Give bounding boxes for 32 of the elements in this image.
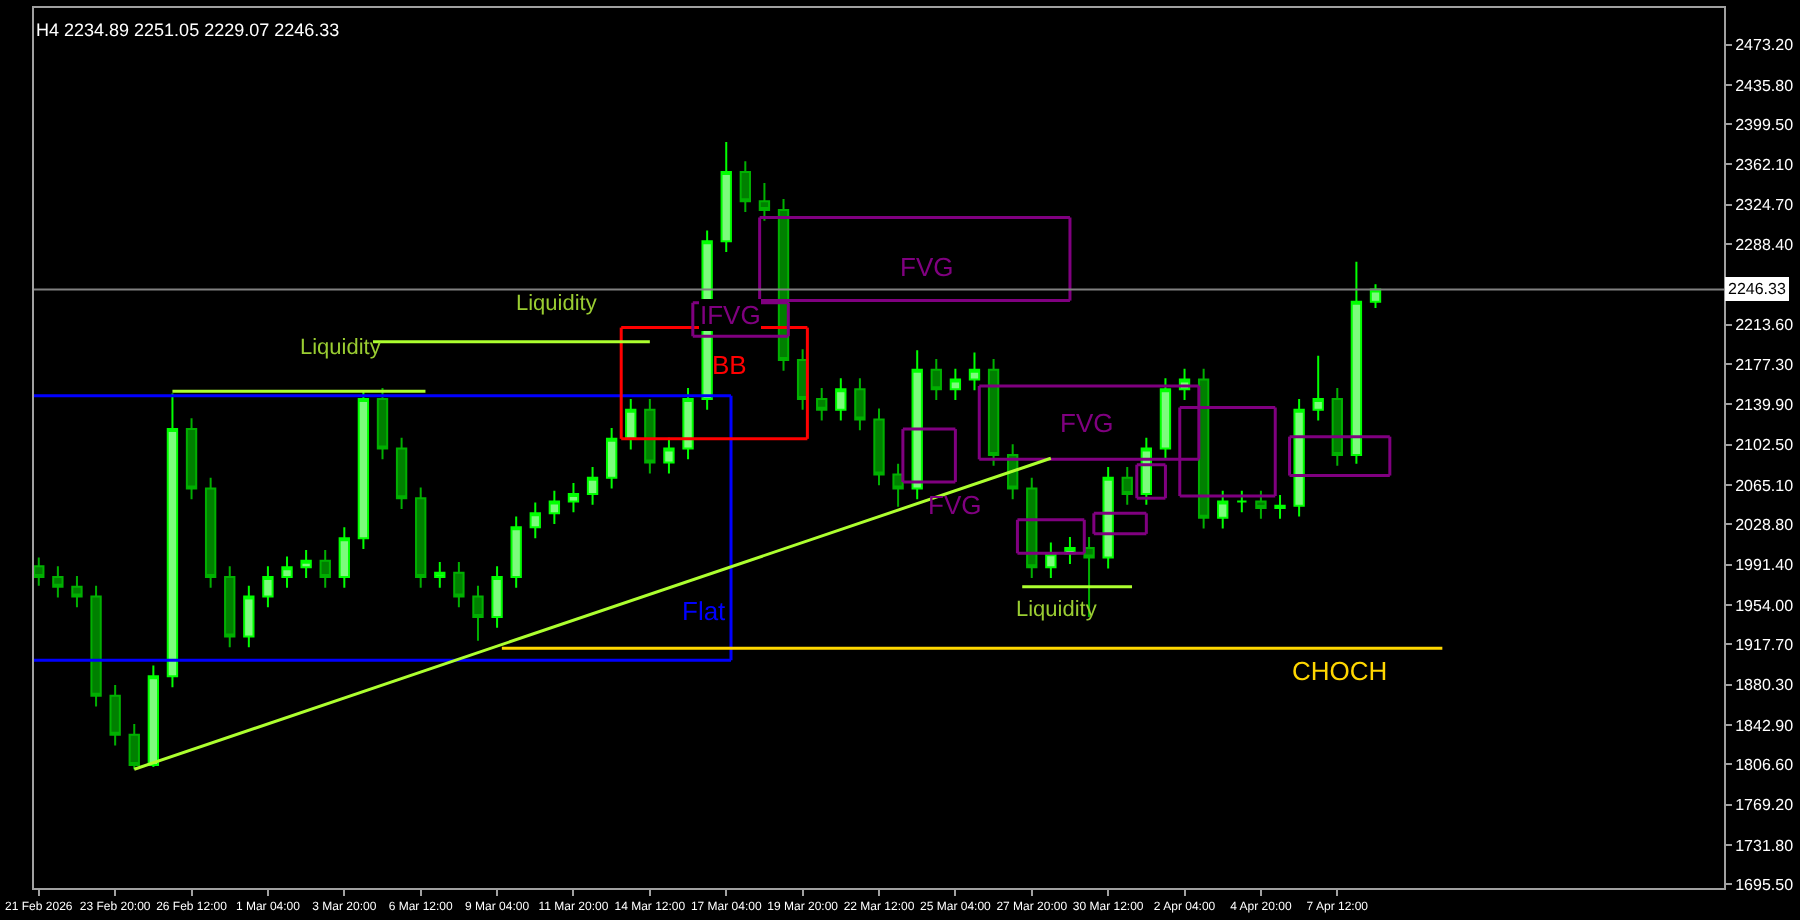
annotation: FVG (900, 252, 954, 282)
annotation: Liquidity (516, 292, 598, 316)
y-tick-label: 1880.30 (1735, 676, 1795, 695)
annotation: FVG (928, 490, 982, 520)
annotation: Flat (682, 596, 727, 626)
annotation: FVG (1060, 408, 1114, 438)
y-tick-label: 1695.50 (1735, 875, 1795, 894)
y-tick-label: 2139.90 (1735, 395, 1795, 414)
y-tick-label: 2435.80 (1735, 76, 1795, 95)
y-tick-label: 2177.30 (1735, 355, 1795, 374)
y-tick-label: 1991.40 (1735, 556, 1795, 575)
annotation: Liquidity (300, 336, 382, 360)
y-tick-label: 1769.20 (1735, 796, 1795, 815)
y-tick-label: 2213.60 (1735, 316, 1795, 335)
y-tick-label: 2362.10 (1735, 156, 1795, 175)
annotation: IFVG (700, 300, 761, 330)
y-tick-label: 2324.70 (1735, 196, 1795, 215)
y-tick-label: 2065.10 (1735, 476, 1795, 495)
y-tick-label: 1954.00 (1735, 596, 1795, 615)
y-tick-label: 1731.80 (1735, 836, 1795, 855)
y-tick-label: 1917.70 (1735, 635, 1795, 654)
y-tick-label: 2399.50 (1735, 115, 1795, 134)
y-tick-label: 1842.90 (1735, 716, 1795, 735)
text: H4 2234.89 2251.05 2229.07 2246.33 (36, 19, 340, 40)
y-tick-label: 2473.20 (1735, 36, 1795, 55)
y-tick-label: 2028.80 (1735, 515, 1795, 534)
annotation: BB (712, 350, 747, 380)
y-tick-label: 2102.50 (1735, 436, 1795, 455)
annotation: CHOCH (1292, 656, 1388, 686)
ref-line-label: 2246.33 (1728, 280, 1787, 298)
y-tick-label: 1806.60 (1735, 755, 1795, 774)
y-tick-label: 2288.40 (1735, 235, 1795, 254)
